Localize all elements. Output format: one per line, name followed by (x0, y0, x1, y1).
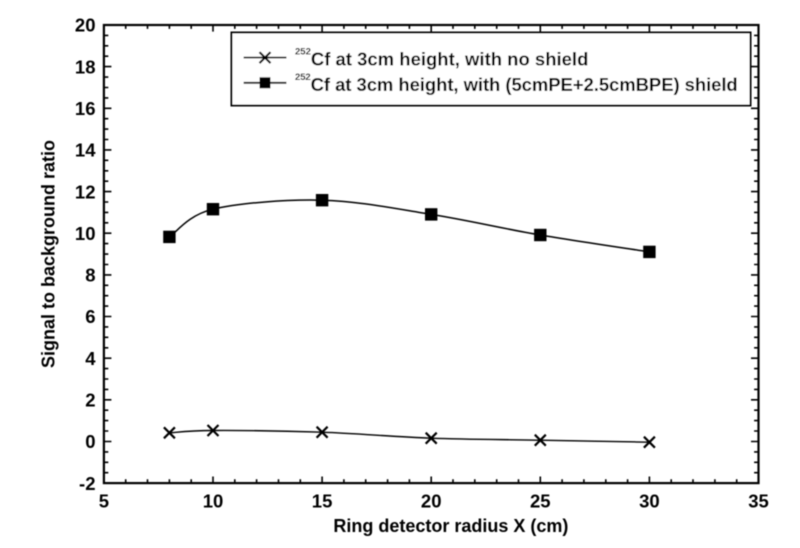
svg-text:16: 16 (75, 98, 96, 119)
svg-text:252Cf at 3cm height, with (5cm: 252Cf at 3cm height, with (5cmPE+2.5cmBP… (295, 72, 738, 95)
svg-text:15: 15 (312, 491, 333, 512)
svg-text:30: 30 (639, 491, 660, 512)
svg-text:10: 10 (203, 491, 224, 512)
svg-text:10: 10 (75, 223, 96, 244)
svg-text:12: 12 (75, 181, 96, 202)
svg-text:35: 35 (748, 491, 769, 512)
svg-text:25: 25 (530, 491, 551, 512)
svg-text:20: 20 (421, 491, 442, 512)
svg-text:5: 5 (99, 491, 109, 512)
svg-text:20: 20 (75, 15, 96, 36)
svg-text:6: 6 (85, 306, 95, 327)
svg-text:-2: -2 (79, 473, 95, 494)
svg-text:8: 8 (85, 265, 95, 286)
svg-text:2: 2 (85, 390, 95, 411)
svg-text:4: 4 (85, 348, 96, 369)
svg-text:252Cf at 3cm height, with no s: 252Cf at 3cm height, with no shield (295, 47, 588, 70)
svg-text:Ring detector radius X (cm): Ring detector radius X (cm) (333, 516, 568, 536)
svg-text:0: 0 (85, 431, 95, 452)
svg-text:18: 18 (75, 56, 96, 77)
svg-text:Signal to background ratio: Signal to background ratio (38, 140, 58, 368)
svg-text:14: 14 (75, 140, 96, 161)
